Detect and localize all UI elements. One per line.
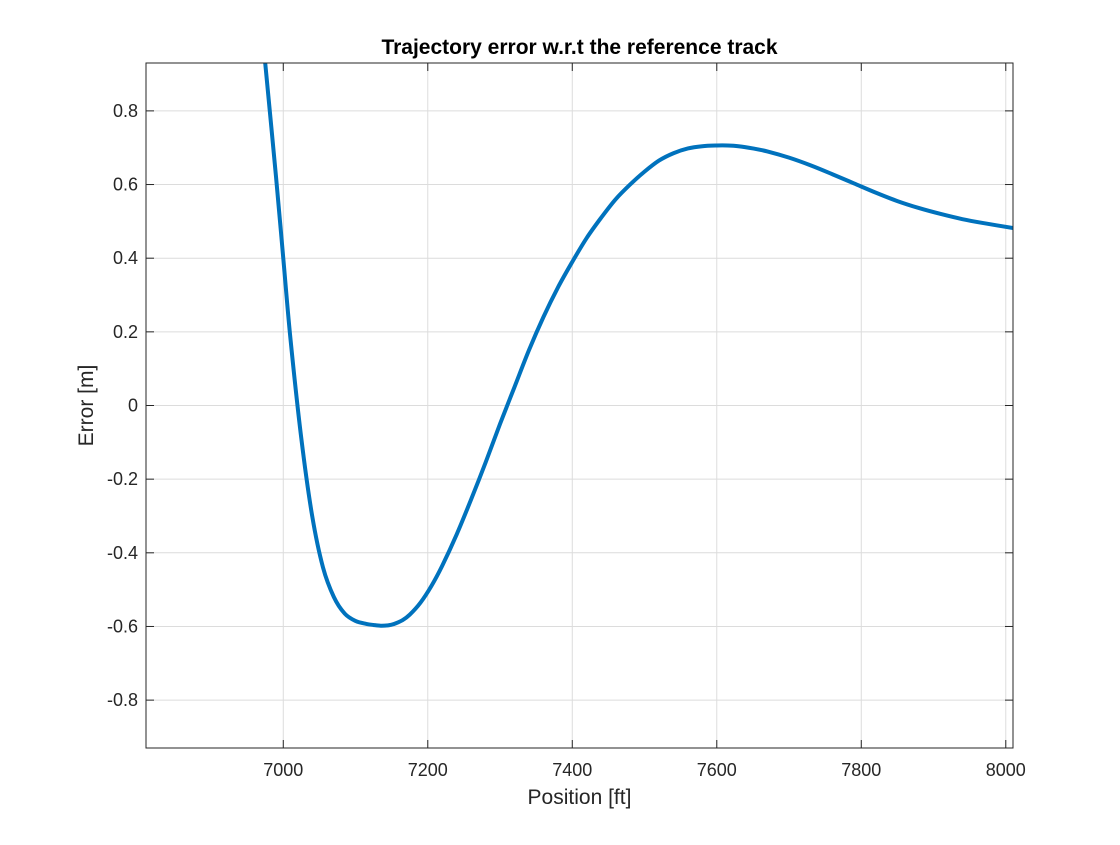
- x-tick-label: 7200: [408, 760, 448, 780]
- x-tick-label: 7400: [552, 760, 592, 780]
- x-tick-label: 8000: [986, 760, 1026, 780]
- y-tick-label: -0.6: [107, 616, 138, 636]
- x-tick-label: 7000: [263, 760, 303, 780]
- tick-marks: [146, 63, 1013, 748]
- y-tick-label: 0.6: [113, 175, 138, 195]
- y-tick-label: 0.4: [113, 248, 138, 268]
- x-tick-label: 7600: [697, 760, 737, 780]
- y-tick-label: 0.2: [113, 322, 138, 342]
- series-group: [263, 63, 1013, 628]
- y-axis-label: Error [m]: [75, 365, 98, 447]
- y-tick-label: 0.8: [113, 101, 138, 121]
- x-tick-label: 7800: [841, 760, 881, 780]
- y-tick-label: -0.8: [107, 690, 138, 710]
- grid: [146, 63, 1013, 748]
- chart-title: Trajectory error w.r.t the reference tra…: [381, 36, 777, 59]
- y-tick-labels: -0.8 -0.6 -0.4 -0.2 0 0.2 0.4 0.6 0.8: [107, 101, 138, 710]
- x-tick-labels: 7000 7200 7400 7600 7800 8000: [263, 760, 1026, 780]
- x-axis-label: Position [ft]: [528, 786, 632, 809]
- y-tick-label: -0.4: [107, 543, 138, 563]
- y-tick-label: 0: [128, 396, 138, 416]
- series-line: [263, 63, 1013, 628]
- y-tick-label: -0.2: [107, 469, 138, 489]
